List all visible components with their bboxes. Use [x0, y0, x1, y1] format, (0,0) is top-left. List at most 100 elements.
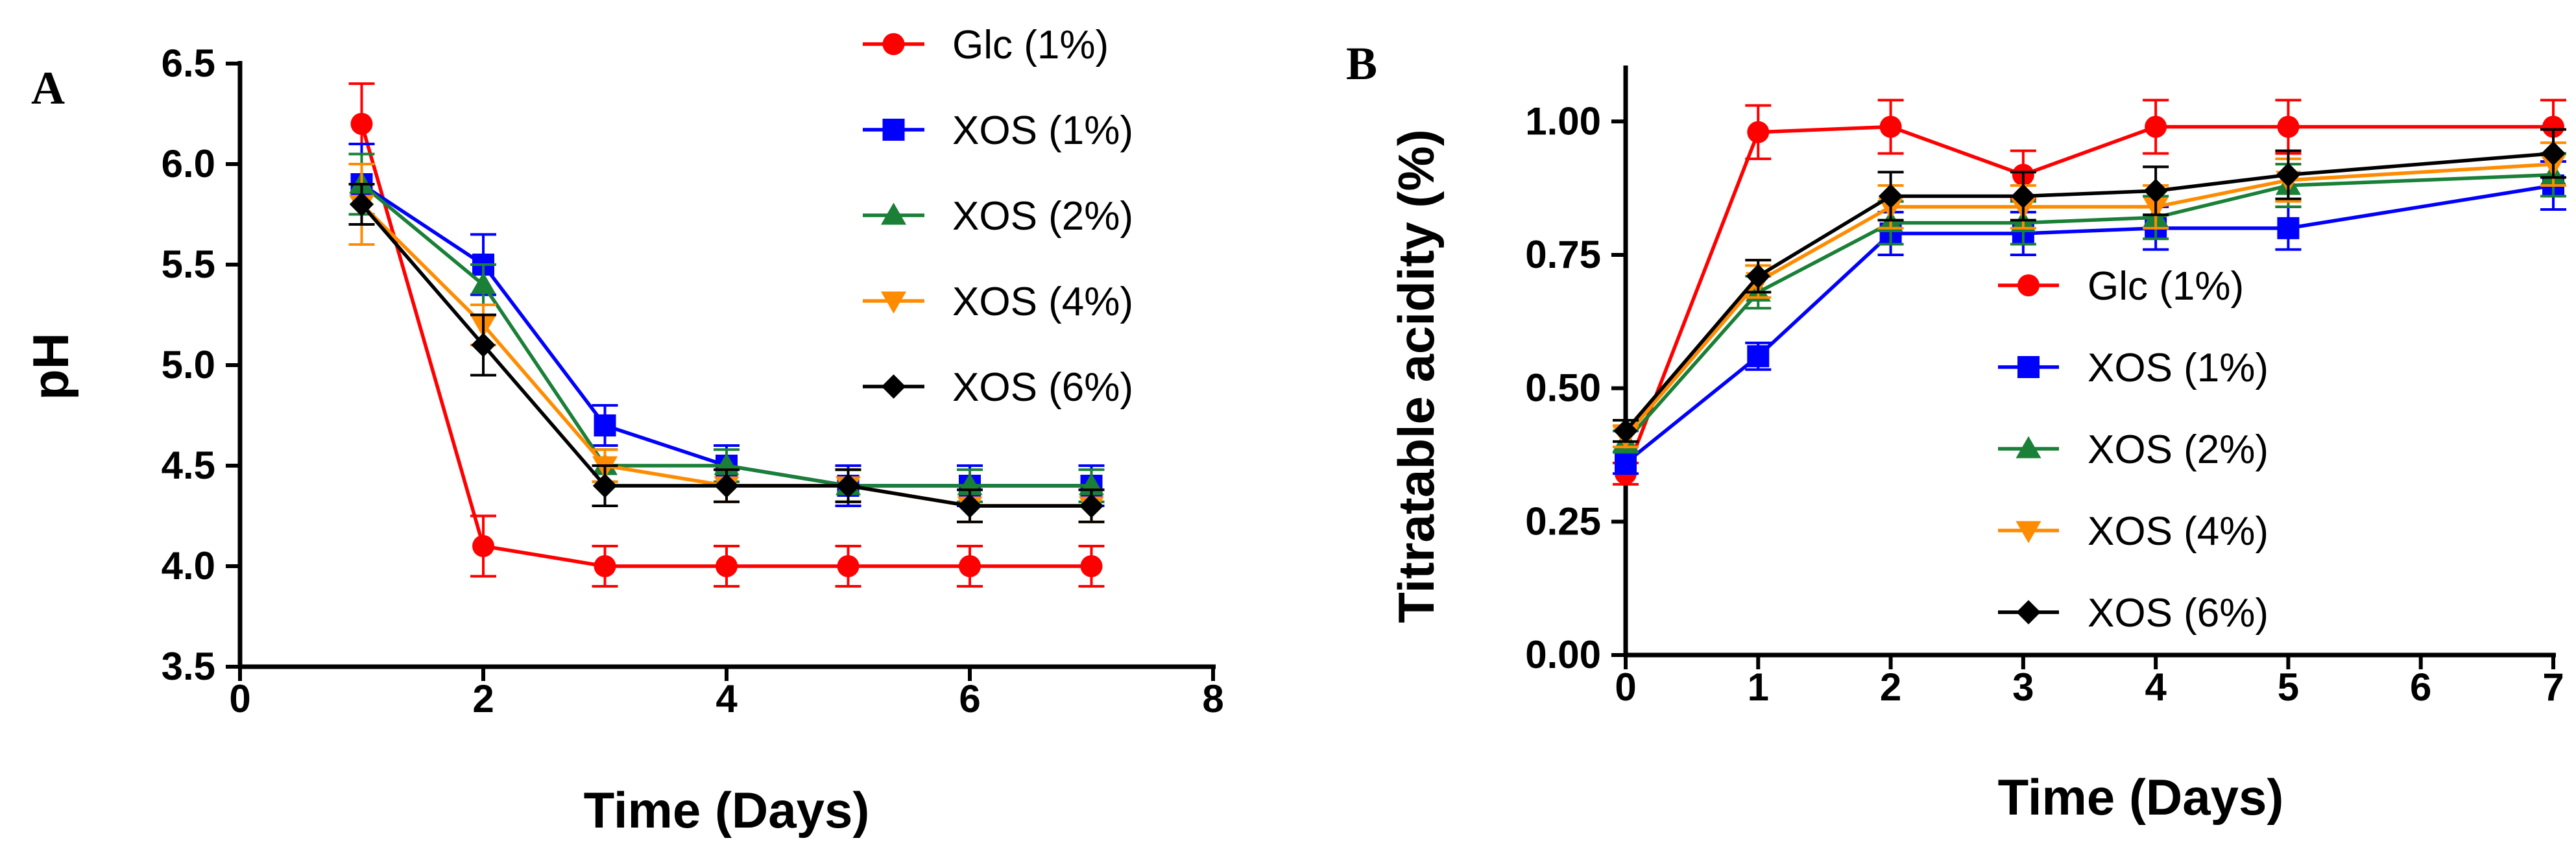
panel-b-legend-label-2: XOS (2%) — [2088, 427, 2269, 472]
panel-a-series-4-point-3 — [714, 473, 739, 498]
panel-b-y-tick-label-3: 0.75 — [1525, 233, 1601, 276]
panel-b-x-tick-label-4: 4 — [2145, 665, 2167, 709]
panel-a-legend-swatch-marker-4 — [881, 374, 906, 399]
panel-b-legend-label-3: XOS (4%) — [2088, 509, 2269, 554]
panel-a-legend-label-4: XOS (6%) — [952, 365, 1133, 410]
panel-a-x-tick-label-3: 6 — [959, 677, 980, 721]
panel-b-x-tick-label-5: 5 — [2278, 665, 2299, 709]
panel-a-legend-label-1: XOS (1%) — [952, 108, 1133, 153]
panel-b-legend-swatch-marker-3 — [2016, 521, 2041, 543]
panel-b-y-tick-label-1: 0.25 — [1525, 499, 1601, 543]
panel-a-legend-entry-2: XOS (2%) — [863, 194, 1133, 239]
panel-a-series-0-point-3 — [716, 555, 738, 577]
panel-b-series-4-point-5 — [2276, 162, 2301, 187]
chart-panel-b: B Titratable acidity (%) Time (Days) 0.0… — [1346, 38, 2566, 826]
panel-b-legend-label-0: Glc (1%) — [2088, 264, 2244, 309]
panel-a-series-4-point-0 — [349, 192, 374, 217]
panel-a-series-4-point-1 — [471, 333, 496, 357]
panel-b-series-4 — [1613, 128, 2566, 444]
panel-b-legend: Glc (1%) XOS (1%) XOS (2%) XOS (4%) XOS (6%) — [1998, 264, 2269, 636]
panel-a-y-tick-label-1: 4.0 — [162, 544, 215, 588]
panel-b-legend-entry-4: XOS (6%) — [1998, 591, 2269, 636]
panel-a-series-0-point-1 — [472, 535, 494, 557]
panel-a-legend-swatch-marker-3 — [880, 291, 907, 314]
panel-b-x-tick-label-2: 2 — [1880, 665, 1901, 709]
panel-b-x-tick-label-1: 1 — [1748, 665, 1769, 709]
panel-b-y-axis-title: Titratable acidity (%) — [1388, 129, 1445, 623]
panel-a-y-tick-label-0: 3.5 — [162, 645, 215, 688]
panel-b-series-0-point-5 — [2277, 115, 2300, 138]
panel-a-y-tick-label-4: 5.5 — [162, 243, 215, 286]
panel-b-legend-entry-1: XOS (1%) — [1998, 346, 2269, 390]
panel-b-x-tick-label-6: 6 — [2410, 665, 2431, 709]
panel-b-x-tick-label-3: 3 — [2012, 665, 2034, 709]
panel-a-series-4-point-4 — [836, 473, 861, 498]
panel-a-y-tick-label-6: 6.5 — [162, 42, 215, 85]
panel-b-series-4-point-0 — [1613, 418, 1638, 444]
panel-b-x-tick-label-7: 7 — [2542, 665, 2564, 709]
panel-b-x-tick-label-0: 0 — [1615, 665, 1636, 709]
panel-a-legend-entry-1: XOS (1%) — [863, 108, 1133, 153]
panel-b-y-tick-label-4: 1.00 — [1525, 99, 1601, 143]
panel-b-legend-entry-3: XOS (4%) — [1998, 509, 2269, 554]
panel-b-series-1-point-0 — [1615, 451, 1637, 474]
panel-a-plot-area — [348, 82, 1105, 588]
panel-a-x-axis-title: Time (Days) — [584, 781, 870, 839]
panel-b-series-0-point-4 — [2145, 115, 2167, 138]
panel-a-x-tick-label-0: 0 — [229, 677, 250, 721]
panel-a-series-0-point-2 — [594, 555, 616, 577]
panel-a-series-4-point-6 — [1079, 494, 1104, 518]
panel-a-letter: A — [31, 62, 65, 114]
panel-b-legend-swatch-marker-1 — [2017, 356, 2040, 378]
panel-b-series-4-point-3 — [2011, 184, 2036, 209]
panel-b-series-0-point-1 — [1747, 121, 1770, 143]
panel-a-series-4 — [348, 183, 1105, 523]
panel-b-y-tick-label-2: 0.50 — [1525, 366, 1601, 410]
panel-a-legend-entry-4: XOS (6%) — [863, 365, 1133, 410]
panel-a-x-tick-label-4: 8 — [1202, 677, 1223, 721]
panel-a-legend-entry-0: Glc (1%) — [863, 23, 1109, 67]
panel-a-legend-swatch-marker-1 — [882, 119, 905, 141]
panel-a-x-tick-label-2: 4 — [716, 677, 738, 721]
panel-a-legend-entry-3: XOS (4%) — [863, 280, 1133, 324]
panel-a-y-tick-label-2: 4.5 — [162, 444, 215, 487]
panel-a-series-0-point-0 — [350, 113, 373, 135]
panel-a-series-0-point-4 — [837, 555, 860, 577]
panel-a-legend-label-2: XOS (2%) — [952, 194, 1133, 239]
panel-b-letter: B — [1346, 38, 1377, 89]
panel-b-legend-swatch-marker-4 — [2016, 600, 2041, 625]
panel-b-x-axis-title: Time (Days) — [1998, 769, 2284, 826]
panel-a-axes: 3.5 4.0 4.5 5.0 5.5 6.0 6.5 0 2 4 6 8 — [162, 42, 1224, 721]
panel-b-y-tick-label-0: 0.00 — [1525, 633, 1601, 676]
panel-a-series-1-point-2 — [594, 414, 616, 436]
panel-a-series-0-point-5 — [959, 555, 981, 577]
panel-a-y-tick-label-5: 6.0 — [162, 142, 215, 185]
panel-b-axes: 0.00 0.25 0.50 0.75 1.00 0 1 2 3 4 5 6 7 — [1525, 66, 2564, 709]
panel-b-series-4-point-1 — [1746, 264, 1770, 289]
chart-panel-a: A pH Time (Days) 3.5 4.0 4.5 5.0 5.5 6.0 6.5 0 2… — [22, 23, 1224, 839]
panel-a-x-tick-label-1: 2 — [472, 677, 494, 721]
panel-a-legend-swatch-marker-0 — [882, 33, 905, 55]
panel-b-legend-label-1: XOS (1%) — [2088, 346, 2269, 390]
panel-b-plot-area — [1613, 99, 2566, 486]
panel-a-series-4-point-2 — [592, 473, 618, 498]
panel-b-legend-swatch-marker-0 — [2017, 274, 2040, 296]
panel-b-legend-swatch-marker-2 — [2016, 436, 2041, 459]
panel-b-series-0-point-6 — [2542, 115, 2564, 138]
panel-a-series-4-point-5 — [957, 494, 982, 518]
panel-b-series-4-point-2 — [1878, 184, 1903, 209]
panel-b-series-0-point-2 — [1879, 115, 1902, 138]
panel-a-legend-swatch-marker-2 — [880, 202, 907, 225]
panel-b-legend-entry-2: XOS (2%) — [1998, 427, 2269, 472]
panel-a-series-0 — [348, 82, 1105, 588]
panel-b-series-1-point-5 — [2277, 217, 2300, 239]
panel-b-series-4-point-4 — [2143, 178, 2168, 203]
panel-a-legend-label-3: XOS (4%) — [952, 280, 1133, 324]
panel-b-series-4-point-6 — [2541, 141, 2566, 166]
panel-a-series-0-point-6 — [1080, 555, 1103, 577]
panel-a-y-tick-label-3: 5.0 — [162, 343, 215, 387]
panel-a-series-2-point-1 — [470, 272, 496, 294]
panel-a-legend: Glc (1%) XOS (1%) XOS (2%) XOS (4%) XOS (6%) — [863, 23, 1133, 410]
